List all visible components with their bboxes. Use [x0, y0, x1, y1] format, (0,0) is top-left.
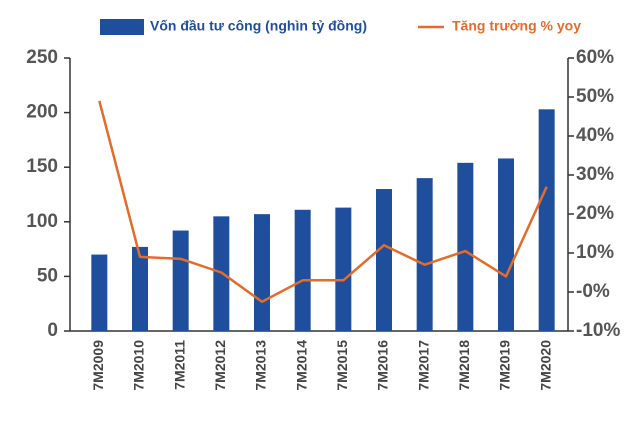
y2-tick-label: 40% — [576, 125, 614, 146]
bar — [498, 158, 514, 331]
y2-tick-label: 30% — [576, 164, 614, 185]
x-tick-label: 7M2017 — [415, 340, 431, 391]
y-tick-label: 200 — [26, 102, 58, 123]
bar — [254, 214, 270, 331]
x-tick-label: 7M2011 — [171, 340, 187, 390]
bar — [376, 189, 392, 331]
y2-tick-label: 60% — [576, 47, 614, 68]
bar — [91, 254, 108, 331]
y-tick-label: 50 — [37, 265, 58, 286]
y2-tick-label: -0% — [576, 281, 610, 302]
y-tick-label: 250 — [26, 47, 58, 68]
bar — [538, 109, 555, 331]
x-tick-label: 7M2010 — [131, 340, 147, 391]
bar — [457, 162, 474, 331]
legend-swatch — [100, 19, 144, 35]
x-tick-label: 7M2014 — [293, 340, 309, 391]
y2-tick-label: 20% — [576, 203, 614, 224]
y2-tick-label: 10% — [576, 242, 614, 263]
x-tick-label: 7M2016 — [375, 340, 391, 391]
bar — [335, 207, 352, 331]
x-tick-label: 7M2013 — [253, 340, 269, 391]
legend-label: Vốn đầu tư công (nghìn tỷ đồng) — [150, 18, 367, 34]
legend-label: Tăng trưởng % yoy — [452, 18, 581, 34]
x-tick-label: 7M2020 — [537, 340, 553, 391]
x-tick-label: 7M2009 — [90, 340, 106, 391]
bar — [172, 230, 189, 331]
bar — [416, 178, 433, 331]
y-tick-label: 100 — [26, 211, 58, 232]
bar — [132, 246, 148, 331]
line — [98, 100, 548, 303]
x-tick-label: 7M2018 — [456, 340, 472, 391]
x-tick-label: 7M2019 — [497, 340, 513, 391]
y-tick-label: 0 — [47, 320, 58, 341]
bar — [294, 209, 311, 331]
y2-tick-label: -10% — [576, 320, 620, 341]
x-tick-label: 7M2015 — [334, 340, 350, 391]
x-tick-label: 7M2012 — [212, 340, 228, 391]
y-tick-label: 150 — [26, 156, 58, 177]
y2-tick-label: 50% — [576, 86, 614, 107]
